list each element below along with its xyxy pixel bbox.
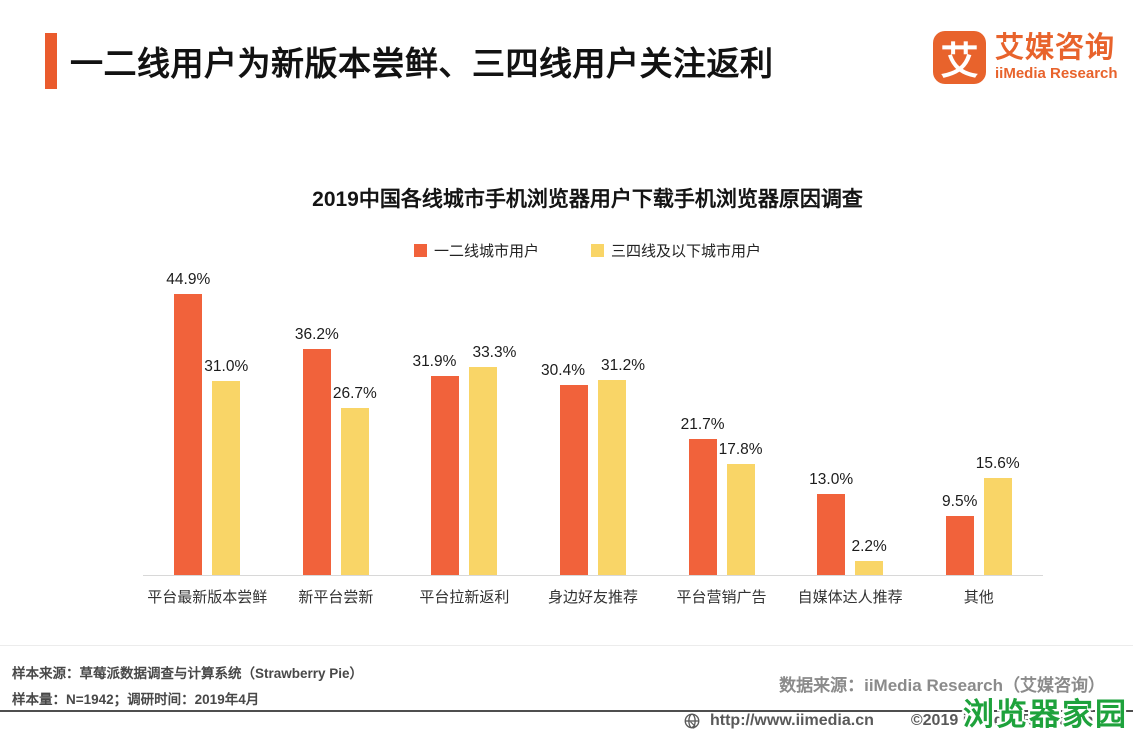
bar-series-1	[983, 477, 1012, 575]
sample-source-note: 样本来源：草莓派数据调查与计算系统（Strawberry Pie）	[12, 666, 364, 681]
bar-value-label: 21.7%	[680, 416, 725, 434]
bar-value-label: 17.8%	[718, 440, 763, 458]
bar-series-0	[302, 348, 331, 575]
plot-area: 44.9% 31.0% 平台最新版本尝鲜 36.2% 26.7% 新平台尝新 31.9% 33…	[143, 271, 1043, 606]
bar-value-label: 31.2%	[601, 357, 645, 374]
bar-series-0	[431, 375, 460, 575]
chart-legend: 一二线城市用户 三四线及以下城市用户	[140, 240, 1035, 261]
bar-value-label: 31.0%	[204, 358, 249, 376]
bar-series-1	[726, 463, 755, 575]
data-source-note: 数据来源：iiMedia Research（艾媒咨询）	[779, 676, 1105, 695]
category-label: 身边好友推荐	[547, 589, 639, 606]
legend-swatch-icon	[413, 244, 427, 257]
page-title: 一二线用户为新版本尝鲜、三四线用户关注返利	[70, 45, 774, 82]
bar-value-label: 13.0%	[809, 470, 854, 488]
legend-label: 三四线及以下城市用户	[611, 243, 762, 260]
footer-separator	[0, 645, 1133, 646]
category-label: 平台最新版本尝鲜	[147, 589, 268, 606]
chart-title: 2019中国各线城市手机浏览器用户下载手机浏览器原因调查	[312, 188, 863, 211]
bar-series-0	[688, 439, 717, 575]
category-label: 自媒体达人推荐	[797, 589, 903, 606]
sample-size-note: 样本量：N=1942；调研时间：2019年4月	[12, 692, 260, 707]
legend-swatch-icon	[591, 244, 604, 257]
logo-name-cn: 艾媒咨询	[995, 31, 1116, 64]
bar-value-label: 30.4%	[541, 362, 585, 379]
bar-series-1	[340, 408, 369, 575]
category-label: 其他	[963, 589, 994, 606]
copyright-text: ©2019 iiMedia Research Inc.	[910, 712, 1126, 729]
bar-series-1	[855, 561, 884, 575]
bar-value-label: 26.7%	[332, 385, 377, 403]
bar-series-0	[560, 385, 588, 575]
bar-series-1	[598, 380, 626, 575]
bar-value-label: 9.5%	[942, 492, 978, 510]
title-accent-bar	[45, 33, 57, 89]
iimedia-logo-icon: 艾	[933, 31, 986, 84]
legend-item-0: 一二线城市用户	[413, 240, 539, 261]
bar-series-0	[174, 294, 203, 575]
iimedia-logo: 艾 艾媒咨询 iiMedia Research	[933, 31, 1118, 84]
website-url-link[interactable]: http://www.iimedia.cn	[710, 712, 874, 729]
bar-series-1	[212, 381, 241, 575]
logo-name-en: iiMedia Research	[995, 65, 1118, 83]
bar-value-label: 33.3%	[472, 343, 517, 361]
bar-value-label: 36.2%	[294, 325, 339, 343]
bar-value-label: 15.6%	[975, 454, 1020, 472]
bottom-divider	[0, 710, 1133, 712]
bottom-bar: http://www.iimedia.cn ©2019 iiMedia Rese…	[683, 712, 1125, 730]
category-label: 平台营销广告	[676, 589, 767, 606]
bar-series-0	[817, 493, 846, 575]
site-watermark: 浏览器家园	[963, 697, 1128, 732]
logo-text: 艾媒咨询 iiMedia Research	[995, 31, 1118, 83]
bar-series-0	[945, 515, 974, 575]
globe-icon	[683, 712, 701, 730]
category-label: 新平台尝新	[298, 589, 374, 606]
bar-series-1	[469, 366, 498, 575]
bar-value-label: 44.9%	[166, 271, 211, 289]
bar-value-label: 31.9%	[412, 352, 457, 370]
legend-item-1: 三四线及以下城市用户	[591, 240, 761, 261]
bar-value-label: 2.2%	[851, 538, 887, 556]
legend-label: 一二线城市用户	[433, 243, 539, 260]
category-label: 平台拉新返利	[419, 589, 510, 606]
